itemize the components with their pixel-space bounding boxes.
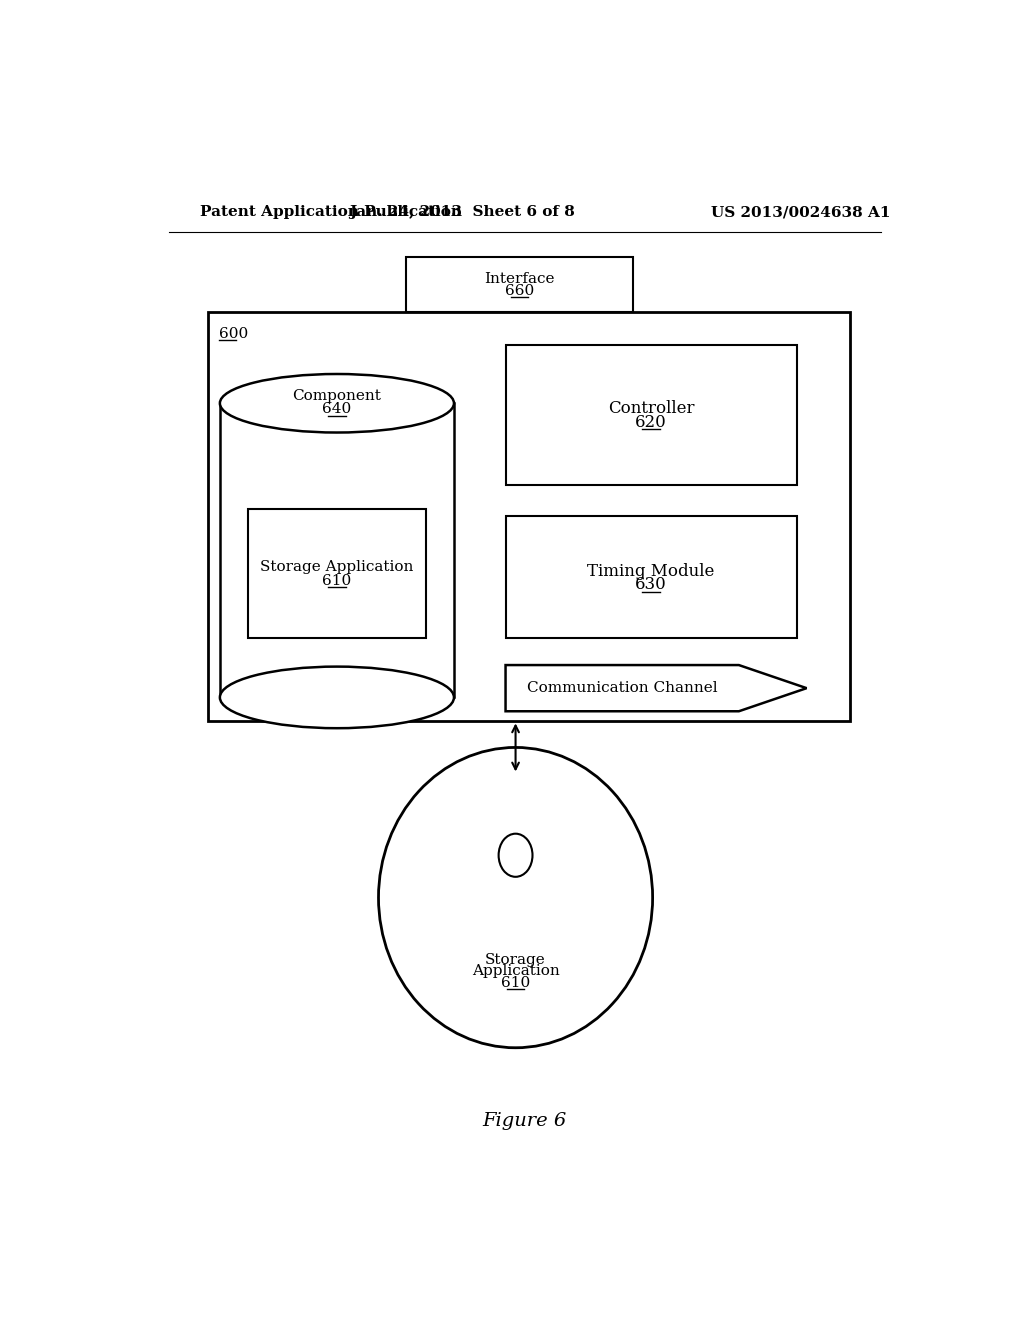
Text: 610: 610	[323, 574, 351, 589]
Text: Interface: Interface	[484, 272, 555, 285]
Text: Figure 6: Figure 6	[482, 1111, 567, 1130]
Ellipse shape	[220, 374, 454, 433]
Text: 620: 620	[635, 414, 667, 432]
Bar	[407, 257, 634, 313]
Text: Storage Application: Storage Application	[260, 560, 414, 574]
Text: 660: 660	[505, 284, 535, 298]
Ellipse shape	[499, 834, 532, 876]
Text: 600: 600	[219, 327, 249, 341]
Text: 610: 610	[501, 975, 530, 990]
Text: US 2013/0024638 A1: US 2013/0024638 A1	[711, 206, 890, 219]
Text: 630: 630	[635, 577, 667, 594]
Text: Timing Module: Timing Module	[588, 562, 715, 579]
Text: Application: Application	[472, 964, 559, 978]
Text: Jan. 24, 2013  Sheet 6 of 8: Jan. 24, 2013 Sheet 6 of 8	[349, 206, 574, 219]
Polygon shape	[506, 665, 807, 711]
Text: Controller: Controller	[608, 400, 694, 417]
Bar	[248, 508, 426, 638]
Text: Communication Channel: Communication Channel	[527, 681, 718, 696]
Ellipse shape	[379, 747, 652, 1048]
Text: Component: Component	[293, 388, 381, 403]
Ellipse shape	[220, 667, 454, 729]
Text: Storage: Storage	[485, 953, 546, 968]
Bar	[506, 516, 797, 638]
Bar	[506, 345, 797, 484]
Text: 640: 640	[323, 403, 351, 416]
Bar	[208, 313, 850, 721]
Text: Patent Application Publication: Patent Application Publication	[200, 206, 462, 219]
